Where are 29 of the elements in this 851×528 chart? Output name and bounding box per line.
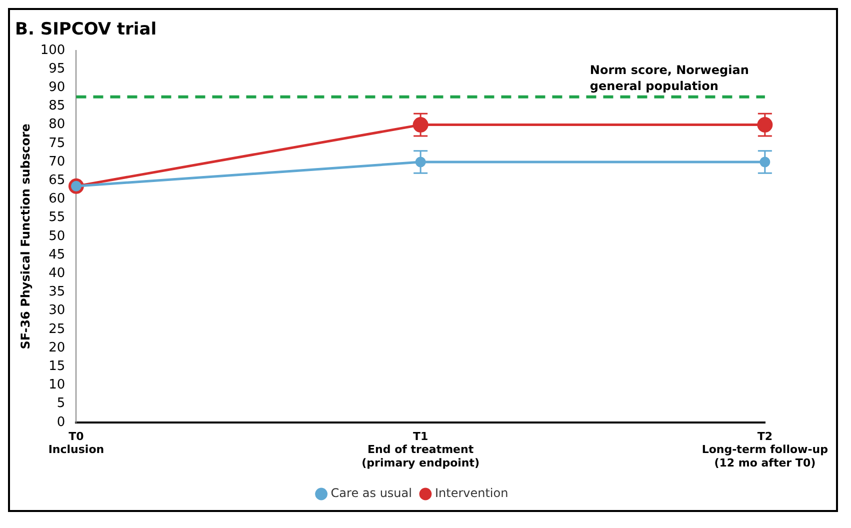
y-tick-label: 20 — [48, 340, 66, 356]
y-tick-label: 40 — [48, 266, 66, 281]
y-tick-label: 10 — [48, 378, 66, 393]
y-tick-label: 55 — [48, 210, 66, 226]
legend-label: Intervention — [434, 486, 508, 500]
y-tick-label: 30 — [48, 303, 66, 318]
y-tick-label: 25 — [48, 322, 66, 337]
y-tick-label: 90 — [48, 80, 66, 95]
y-tick-label: 65 — [48, 172, 66, 188]
chart-title: B. SIPCOV trial — [15, 20, 157, 40]
legend-label: Care as usual — [330, 486, 412, 500]
y-tick-label: 85 — [48, 98, 66, 114]
y-tick-label: 100 — [40, 42, 66, 58]
y-tick-label: 5 — [56, 396, 66, 412]
y-tick-label: 80 — [48, 117, 66, 132]
y-axis-title: SF-36 Physical Function subscore — [18, 124, 32, 350]
x-tick-label: T2 Long-term follow-up (12 mo after T0) — [702, 430, 828, 470]
y-tick-label: 75 — [48, 136, 66, 151]
y-tick-label: 60 — [48, 192, 66, 207]
x-tick-label: T0 Inclusion — [48, 430, 104, 456]
x-tick-label: T1 End of treatment (primary endpoint) — [362, 430, 480, 470]
y-tick-label: 45 — [48, 247, 66, 262]
ref-line-label: Norm score, Norwegian general population — [590, 63, 749, 94]
y-tick-label: 70 — [48, 154, 66, 170]
y-tick-label: 35 — [48, 284, 66, 300]
y-tick-label: 50 — [48, 228, 66, 244]
y-tick-label: 0 — [56, 414, 66, 430]
y-tick-label: 95 — [48, 61, 66, 76]
y-tick-label: 15 — [48, 358, 66, 374]
